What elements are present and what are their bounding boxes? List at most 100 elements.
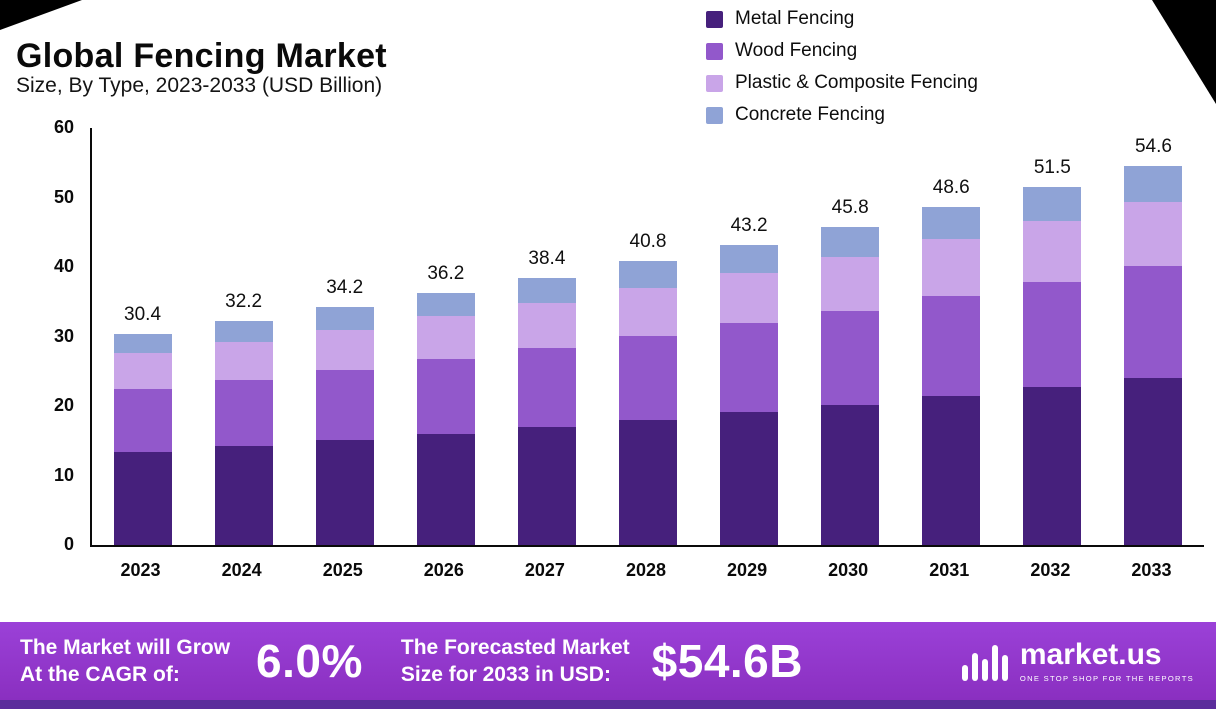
top-right-corner-decoration [1152, 0, 1216, 104]
bar-total-label: 43.2 [730, 214, 768, 236]
legend-label: Plastic & Composite Fencing [735, 72, 978, 93]
bar-total-label: 34.2 [326, 277, 364, 299]
bar-2027 [517, 278, 576, 545]
banner-bottom-strip [0, 700, 1216, 709]
x-axis-label: 2031 [929, 560, 970, 580]
bar-segment-plastic-composite-fencing [619, 287, 677, 336]
y-tick-label: 0 [63, 534, 74, 554]
bar-segment-concrete-fencing [214, 321, 273, 343]
x-axis-label: 2026 [423, 560, 464, 580]
forecast-label: The Forecasted Market Size for 2033 in U… [400, 635, 630, 686]
bar-segment-plastic-composite-fencing [821, 256, 880, 311]
y-tick-label: 60 [53, 117, 74, 137]
forecast-value: $54.6B [651, 635, 803, 687]
logo-text: market.us [1019, 637, 1162, 671]
legend: Metal Fencing Wood Fencing Plastic & Compo… [706, 8, 978, 136]
legend-swatch-concrete-fencing [706, 106, 723, 124]
bar-segment-plastic-composite-fencing [315, 329, 374, 370]
bar-segment-concrete-fencing [1124, 165, 1183, 202]
y-axis: 0 10 20 30 40 50 60 [18, 117, 74, 554]
bar-segment-plastic-composite-fencing [517, 303, 576, 349]
bar-segment-plastic-composite-fencing [720, 272, 779, 324]
bar-segment-concrete-fencing [1023, 187, 1082, 222]
legend-label: Wood Fencing [735, 40, 858, 61]
bar-segment-plastic-composite-fencing [113, 353, 172, 390]
cagr-label: The Market will Grow At the CAGR of: [20, 635, 231, 686]
bar-2025 [315, 307, 374, 545]
bar-segment-metal-fencing [416, 433, 475, 545]
bar-segment-metal-fencing [922, 395, 981, 545]
x-axis: 2023 2024 2025 2026 2027 2028 2029 2030 2031 2032… [90, 560, 1202, 588]
logo-tagline: One Stop Shop For The Reports [1019, 673, 1194, 683]
bar-2029 [720, 244, 779, 545]
legend-label: Metal Fencing [735, 8, 855, 29]
bar-segment-wood-fencing [517, 348, 576, 427]
bar-segment-concrete-fencing [113, 333, 172, 354]
legend-swatch-metal-fencing [706, 10, 723, 28]
x-axis-label: 2032 [1030, 560, 1071, 580]
bar-segment-wood-fencing [619, 335, 677, 420]
bar-segment-metal-fencing [720, 412, 779, 545]
legend-item-wood-fencing: Wood Fencing [706, 40, 978, 62]
bar-total-label: 38.4 [528, 248, 566, 270]
x-axis-label: 2029 [727, 560, 768, 580]
bar-segment-metal-fencing [113, 451, 172, 545]
bar-segment-wood-fencing [821, 310, 880, 405]
legend-label: Concrete Fencing [735, 104, 885, 125]
bar-segment-wood-fencing [416, 359, 475, 434]
waveform-bars-icon [961, 645, 1008, 681]
bar-2030 [821, 226, 880, 545]
top-left-corner-decoration [0, 0, 82, 30]
bar-segment-plastic-composite-fencing [416, 316, 475, 360]
bar-segment-concrete-fencing [517, 278, 576, 304]
bar-segment-concrete-fencing [619, 261, 677, 288]
bar-2031 [922, 207, 981, 545]
bar-2032 [1023, 187, 1082, 545]
bar-total-label: 40.8 [629, 231, 667, 253]
legend-swatch-wood-fencing [706, 42, 723, 60]
bar-2028 [619, 261, 677, 545]
marketus-logo: market.us One Stop Shop For The Reports [961, 637, 1194, 683]
bar-segment-wood-fencing [1023, 281, 1082, 388]
bar-segment-concrete-fencing [922, 207, 981, 239]
bar-segment-concrete-fencing [416, 293, 475, 317]
bar-segment-plastic-composite-fencing [214, 342, 273, 381]
y-tick-label: 40 [53, 256, 74, 276]
bar-total-label: 54.6 [1134, 135, 1172, 157]
page-title: Global Fencing Market [16, 36, 387, 75]
bar-segment-metal-fencing [619, 419, 677, 545]
bar-total-label: 32.2 [225, 291, 263, 313]
bar-segment-wood-fencing [1124, 265, 1183, 378]
legend-swatch-plastic-composite-fencing [706, 74, 723, 92]
x-axis-label: 2025 [322, 560, 363, 580]
chart-subtitle: Size, By Type, 2023-2033 (USD Billion) [16, 74, 383, 97]
bar-segment-metal-fencing [315, 440, 374, 545]
bar-segment-wood-fencing [720, 323, 779, 413]
cagr-value: 6.0% [256, 635, 363, 687]
y-tick-label: 20 [53, 395, 74, 415]
footer-banner: The Market will Grow At the CAGR of: 6.0… [0, 622, 1216, 700]
bar-segment-metal-fencing [1124, 377, 1183, 545]
logo-text-block: market.us One Stop Shop For The Reports [1019, 637, 1194, 683]
bar-segment-wood-fencing [922, 295, 981, 396]
bar-2033 [1124, 165, 1183, 545]
y-tick-label: 30 [53, 325, 74, 346]
bar-segment-plastic-composite-fencing [1124, 201, 1183, 266]
bar-segment-wood-fencing [113, 389, 172, 452]
bar-2023 [113, 333, 172, 545]
y-tick-label: 10 [53, 464, 74, 485]
bar-segment-metal-fencing [1023, 387, 1082, 545]
bar-segment-metal-fencing [517, 426, 576, 545]
x-axis-label: 2024 [221, 560, 262, 580]
bar-total-label: 36.2 [427, 263, 465, 285]
bar-segment-wood-fencing [315, 369, 374, 441]
legend-item-concrete-fencing: Concrete Fencing [706, 104, 978, 126]
bar-total-label: 48.6 [932, 177, 970, 199]
bar-segment-plastic-composite-fencing [1023, 221, 1082, 282]
bar-2024 [214, 321, 273, 545]
x-axis-label: 2027 [524, 560, 565, 580]
bar-total-label: 45.8 [831, 196, 869, 218]
y-tick-label: 50 [53, 186, 74, 207]
x-axis-label: 2023 [120, 560, 161, 580]
